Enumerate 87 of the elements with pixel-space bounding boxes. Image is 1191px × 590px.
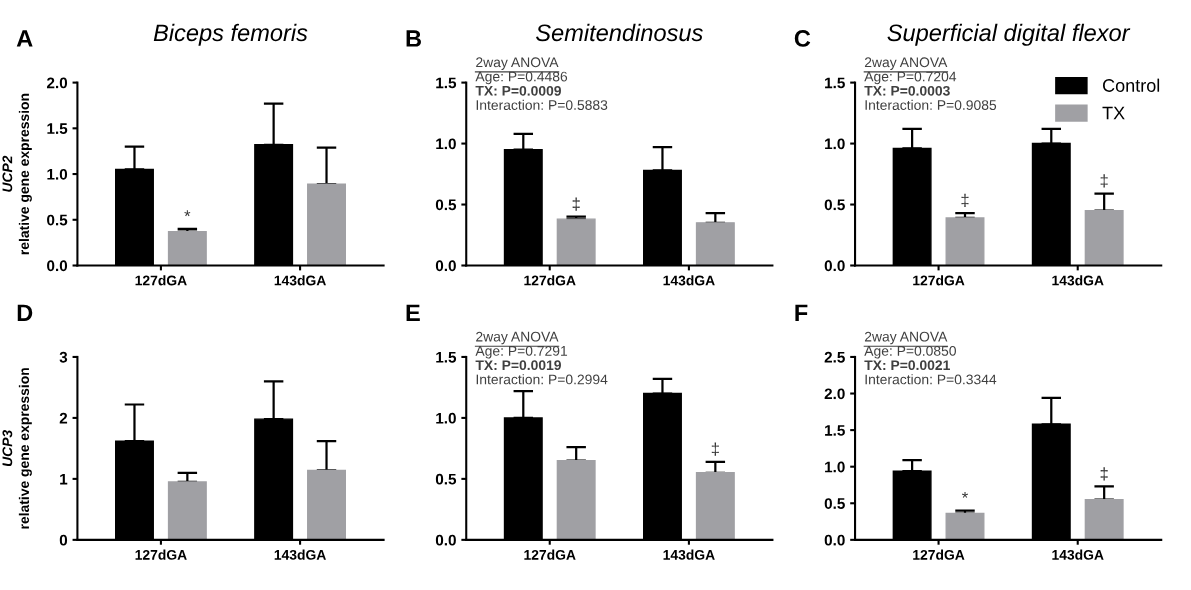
data-label: ‡ bbox=[572, 197, 580, 211]
y-tick-label: 0.0 bbox=[47, 260, 68, 272]
y-tick-label: 2.0 bbox=[46, 77, 68, 89]
legend-label: Control bbox=[1103, 78, 1160, 92]
y-tick-label: 0.0 bbox=[824, 260, 845, 272]
y-tick-label: 0.5 bbox=[47, 214, 68, 226]
annotation: TX: P=0.0021 bbox=[864, 360, 950, 371]
y-tick-label: 1.0 bbox=[47, 168, 68, 180]
bar bbox=[307, 469, 347, 540]
x-tick-label: 143dGA bbox=[274, 275, 326, 286]
x-tick-label: 127dGA bbox=[913, 549, 965, 560]
bar bbox=[307, 183, 347, 266]
data-label: ‡ bbox=[1100, 467, 1108, 481]
text: D bbox=[17, 304, 33, 321]
annotation: Age: P=0.7291 bbox=[475, 345, 568, 359]
chart-title: Semitendinosus bbox=[535, 23, 703, 42]
bar bbox=[1084, 209, 1124, 266]
x-tick-label: 127dGA bbox=[524, 549, 576, 560]
x-tick-label: 127dGA bbox=[135, 275, 187, 286]
y-tick-label: 1.5 bbox=[436, 77, 457, 89]
annotation: TX: P=0.0009 bbox=[475, 85, 561, 96]
y-tick-label: 1.5 bbox=[825, 425, 845, 436]
text: F bbox=[795, 304, 808, 321]
bar bbox=[695, 222, 735, 266]
y-axis-title: UCP3 relative gene expression bbox=[2, 368, 32, 529]
bar bbox=[556, 459, 596, 540]
text: B bbox=[406, 30, 421, 47]
text: 2way ANOVA bbox=[476, 57, 559, 70]
y-tick-label: 1.0 bbox=[436, 138, 456, 150]
y-tick-label: 2.5 bbox=[824, 351, 845, 363]
data-label: * bbox=[962, 492, 968, 498]
bar bbox=[945, 512, 985, 540]
bar bbox=[695, 472, 735, 540]
data-label: ‡ bbox=[711, 442, 719, 456]
x-tick-label: 143dGA bbox=[1052, 549, 1104, 560]
data-label: ‡ bbox=[1100, 174, 1108, 188]
text: 2way ANOVA bbox=[864, 57, 948, 70]
x-tick-label: 127dGA bbox=[524, 275, 576, 286]
y-tick-label: 1.5 bbox=[825, 77, 845, 89]
annotation: Interaction: P=0.9085 bbox=[865, 99, 997, 110]
y-tick-label: 1.0 bbox=[825, 461, 845, 473]
y-tick-label: 0.5 bbox=[435, 199, 457, 211]
annotation: Interaction: P=0.2994 bbox=[476, 374, 608, 385]
y-tick-label: 0.0 bbox=[435, 534, 456, 546]
bar bbox=[556, 218, 596, 266]
x-tick-label: 143dGA bbox=[663, 275, 715, 286]
y-tick-label: 0.5 bbox=[824, 199, 845, 211]
text: E bbox=[406, 304, 420, 321]
chart-title: Superficial digital flexor bbox=[887, 23, 1131, 46]
y-tick-label: 1 bbox=[60, 473, 68, 485]
annotation: TX: P=0.0003 bbox=[864, 85, 950, 96]
annotation: Interaction: P=0.3344 bbox=[865, 374, 997, 385]
y-tick-label: 2 bbox=[59, 412, 68, 424]
x-tick-label: 143dGA bbox=[274, 549, 326, 560]
y-tick-label: 1.0 bbox=[436, 412, 456, 424]
text: 2way ANOVA bbox=[476, 331, 559, 345]
bar bbox=[167, 230, 207, 266]
y-tick-label: 0 bbox=[59, 534, 68, 546]
text: A bbox=[16, 30, 33, 47]
y-tick-label: 0.5 bbox=[435, 473, 457, 485]
bar bbox=[945, 217, 985, 266]
bar bbox=[167, 481, 207, 540]
text: 2way ANOVA bbox=[864, 331, 948, 345]
y-tick-label: 1.5 bbox=[436, 351, 457, 363]
data-label: * bbox=[184, 210, 191, 217]
annotation: Age: P=0.4486 bbox=[475, 71, 568, 85]
y-tick-label: 3 bbox=[59, 351, 68, 363]
y-tick-label: 0.0 bbox=[435, 260, 456, 272]
x-tick-label: 143dGA bbox=[663, 549, 715, 560]
data-label: ‡ bbox=[961, 193, 969, 208]
chart-title: Biceps femoris bbox=[153, 23, 308, 46]
x-tick-label: 143dGA bbox=[1052, 275, 1104, 286]
text: C bbox=[794, 30, 811, 47]
annotation: Interaction: P=0.5883 bbox=[476, 99, 608, 110]
y-tick-label: 0.5 bbox=[824, 498, 845, 509]
y-tick-label: 1.5 bbox=[47, 123, 68, 135]
bar bbox=[1084, 498, 1124, 540]
x-tick-label: 127dGA bbox=[135, 549, 187, 560]
y-axis-title: UCP2 relative gene expression bbox=[2, 93, 32, 255]
legend-label: TX bbox=[1102, 106, 1125, 120]
y-tick-label: 2.0 bbox=[824, 388, 845, 400]
x-tick-label: 127dGA bbox=[913, 275, 965, 286]
annotation: Age: P=0.0850 bbox=[864, 345, 956, 359]
annotation: TX: P=0.0019 bbox=[475, 360, 561, 371]
y-tick-label: 0.0 bbox=[824, 534, 845, 546]
annotation: Age: P=0.7204 bbox=[864, 71, 957, 85]
y-tick-label: 1.0 bbox=[825, 138, 845, 150]
